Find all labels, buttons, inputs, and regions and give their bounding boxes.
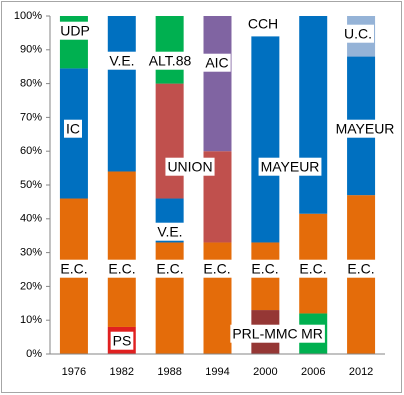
x-tick-label: 2000 — [253, 366, 277, 378]
bar-segment — [107, 16, 136, 172]
segment-label-text: IC — [66, 121, 80, 137]
y-tick-label: 0% — [26, 348, 42, 360]
segment-label-text: AIC — [205, 55, 228, 71]
bar-segment — [155, 242, 184, 354]
bar-segment — [203, 16, 232, 152]
segment-label-text: MAYEUR — [261, 159, 320, 175]
segment-label-text: E.C. — [203, 261, 230, 277]
segment-label: UNION — [165, 157, 215, 176]
label-background — [58, 21, 92, 40]
label-background — [146, 51, 194, 70]
x-tick-label: 2006 — [301, 366, 325, 378]
segment-label: ALT.88 — [146, 51, 194, 70]
label-background — [58, 259, 90, 278]
segment-label-text: MAYEUR — [336, 121, 395, 137]
segment-label: MR — [299, 324, 325, 343]
x-tick-label: 1982 — [110, 366, 134, 378]
label-background — [245, 14, 281, 33]
label-background — [258, 157, 322, 176]
bar-segment — [251, 36, 280, 243]
label-background — [230, 324, 300, 343]
y-tick-label: 20% — [20, 280, 42, 292]
x-tick-label: 2012 — [349, 366, 373, 378]
label-background — [249, 259, 281, 278]
segment-label-text: ALT.88 — [149, 53, 192, 69]
segment-label-text: U.C. — [344, 26, 372, 42]
segment-label: PS — [110, 331, 134, 350]
y-tick-label: 30% — [20, 247, 42, 259]
segment-label-text: CCH — [248, 16, 278, 32]
bar-segment — [155, 83, 184, 199]
bar-segment — [155, 16, 184, 84]
segment-label: UDP — [58, 21, 92, 40]
segment-label-text: E.C. — [108, 261, 135, 277]
y-tick-label: 40% — [20, 213, 42, 225]
y-tick-label: 70% — [20, 111, 42, 123]
segment-label: CCH — [245, 14, 281, 33]
segment-label-text: E.C. — [156, 261, 183, 277]
y-tick-label: 50% — [20, 179, 42, 191]
segment-label: MAYEUR — [333, 119, 397, 138]
label-background — [203, 53, 231, 72]
segment-label: E.C. — [345, 259, 377, 278]
segment-label: V.E. — [155, 222, 185, 241]
label-background — [342, 24, 374, 43]
label-background — [64, 119, 82, 138]
segment-label: E.C. — [297, 259, 329, 278]
bar-segment — [203, 242, 232, 354]
x-tick-label: 1994 — [205, 366, 229, 378]
segment-label: AIC — [203, 53, 231, 72]
segment-label: IC — [64, 119, 82, 138]
segment-label-text: V.E. — [157, 224, 182, 240]
segment-label: E.C. — [106, 259, 138, 278]
label-background — [345, 259, 377, 278]
segment-label-text: E.C. — [60, 261, 87, 277]
segment-label: V.E. — [107, 51, 137, 70]
segment-label: U.C. — [342, 24, 374, 43]
segment-label-text: E.C. — [299, 261, 326, 277]
label-background — [297, 259, 329, 278]
segment-label-text: PS — [113, 333, 132, 349]
segment-label-text: E.C. — [347, 261, 374, 277]
segment-label: E.C. — [58, 259, 90, 278]
label-background — [106, 259, 138, 278]
segment-label-text: UNION — [167, 159, 212, 175]
segment-label-text: E.C. — [251, 261, 278, 277]
segment-label-text: MR — [301, 326, 323, 342]
segment-label: E.C. — [154, 259, 186, 278]
segment-label: MAYEUR — [258, 157, 322, 176]
segment-label: PRL-MMC — [230, 324, 300, 343]
y-tick-label: 100% — [14, 10, 42, 22]
segment-label-text: V.E. — [109, 53, 134, 69]
label-background — [201, 259, 233, 278]
x-tick-label: 1988 — [157, 366, 181, 378]
bar-segment — [107, 171, 136, 327]
bar-segment — [299, 16, 328, 214]
segment-label: E.C. — [201, 259, 233, 278]
label-background — [110, 331, 134, 350]
segment-label-text: PRL-MMC — [232, 326, 297, 342]
label-background — [333, 119, 397, 138]
label-background — [154, 259, 186, 278]
label-background — [299, 324, 325, 343]
y-tick-label: 10% — [20, 314, 42, 326]
segment-label: E.C. — [249, 259, 281, 278]
label-background — [155, 222, 185, 241]
label-background — [107, 51, 137, 70]
label-background — [165, 157, 215, 176]
y-tick-label: 90% — [20, 44, 42, 56]
y-tick-label: 80% — [20, 78, 42, 90]
x-tick-label: 1976 — [62, 366, 86, 378]
segment-label-text: UDP — [60, 23, 90, 39]
y-tick-label: 60% — [20, 145, 42, 157]
